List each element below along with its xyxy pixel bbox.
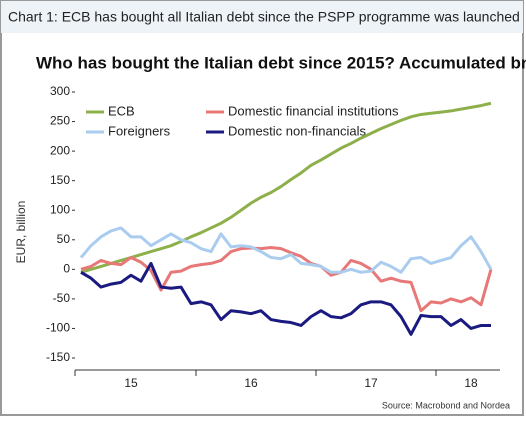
legend-label: Domestic non-financials xyxy=(228,123,367,138)
legend: ECB Domestic financial institutions Foreig… xyxy=(86,103,399,138)
y-tick-label: 200 xyxy=(50,143,70,157)
x-tick-label: 16 xyxy=(244,376,258,390)
y-tick-label: 100 xyxy=(50,202,70,216)
x-tick-label: 18 xyxy=(464,376,478,390)
y-tick-label: -100 xyxy=(46,321,70,335)
header-bar xyxy=(1,1,523,33)
y-tick-label: 300 xyxy=(50,84,70,98)
legend-label: Foreigners xyxy=(108,123,171,138)
source: Source: Macrobond and Nordea xyxy=(382,400,510,410)
y-tick-label: 50 xyxy=(57,232,71,246)
frame xyxy=(0,0,524,416)
x-tick-label: 17 xyxy=(364,376,378,390)
series-line xyxy=(80,261,491,336)
y-axis-label: EUR, billion xyxy=(14,201,28,264)
y-tick-label: 150 xyxy=(50,173,70,187)
header: Chart 1: ECB has bought all Italian debt… xyxy=(8,9,520,25)
chart-title: Who has bought the Italian debt since 20… xyxy=(36,53,526,72)
x-tick-label: 15 xyxy=(124,376,138,390)
y-tick-label: 250 xyxy=(50,114,70,128)
series-line xyxy=(79,226,493,274)
series-line xyxy=(80,101,492,274)
y-tick-label: 0 xyxy=(63,262,70,276)
legend-label: ECB xyxy=(108,103,135,118)
legend-label: Domestic financial institutions xyxy=(228,103,399,118)
y-tick-label: -150 xyxy=(46,350,70,364)
y-tick-label: -50 xyxy=(53,291,71,305)
